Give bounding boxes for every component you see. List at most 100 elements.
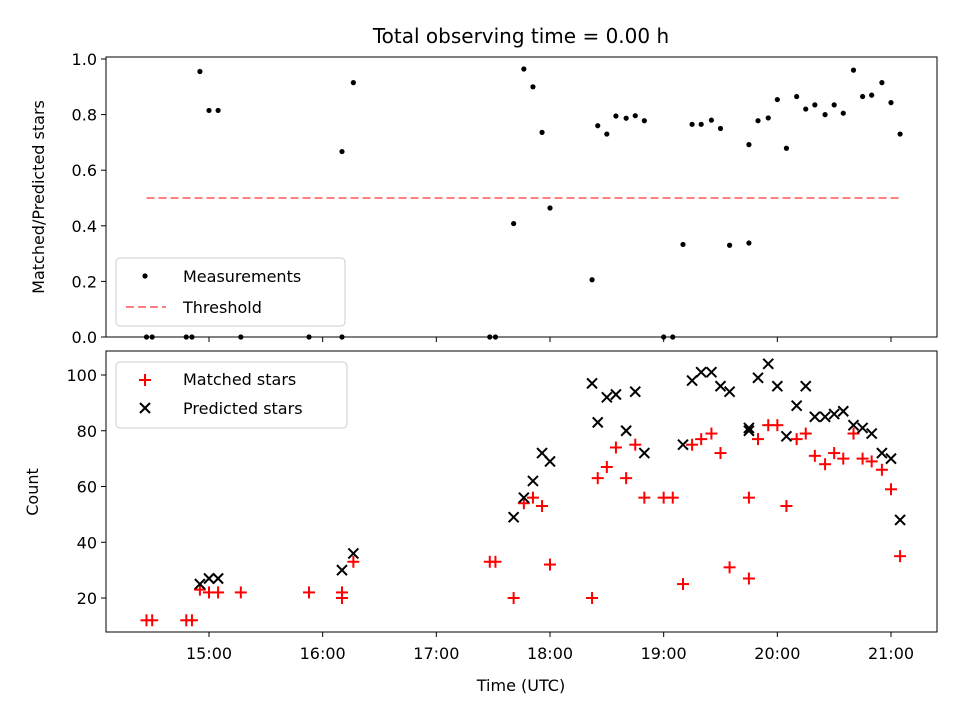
predicted-star-point: [837, 405, 849, 417]
top-y-tick-label: 0.8: [72, 106, 97, 125]
predicted-star-point: [885, 452, 897, 465]
measurement-point: [197, 68, 203, 75]
measurement-point: [521, 66, 527, 72]
bottom-axes-frame: [105, 350, 938, 633]
measurement-point: [755, 118, 761, 124]
measurement-point: [641, 118, 647, 124]
matched-star-point: [544, 558, 556, 571]
measurement-point: [869, 92, 875, 98]
top-y-tick-label: 0.6: [72, 161, 97, 180]
matched-star-point: [609, 441, 622, 454]
matched-star-point: [686, 438, 699, 451]
matched-star-point: [837, 452, 850, 465]
measurement-point: [879, 80, 885, 86]
predicted-star-point: [771, 380, 784, 392]
measurement-point: [350, 80, 356, 86]
predicted-star-point: [620, 425, 632, 437]
matched-star-point: [856, 452, 869, 465]
matched-star-point: [714, 447, 727, 460]
matched-star-point: [723, 561, 736, 574]
measurement-point: [812, 102, 818, 108]
top-y-tick-label: 0.4: [72, 217, 97, 236]
predicted-star-point: [347, 547, 360, 560]
predicted-star-point: [336, 564, 348, 576]
measurement-point: [840, 110, 846, 116]
bottom-x-tick-label: 15:00: [186, 644, 232, 663]
measurement-point: [215, 107, 221, 114]
matched-star-point: [489, 555, 502, 568]
matched-star-point: [819, 458, 832, 471]
bottom-y-tick-label: 80: [77, 422, 97, 441]
matched-star-point: [638, 491, 651, 504]
matched-star-point: [875, 463, 888, 476]
measurement-point: [831, 102, 837, 108]
predicted-star-point: [695, 366, 707, 378]
measurement-point: [623, 115, 629, 121]
bottom-panel: 15:00 16:00 17:00 18:00 19:00 20:00 21:00 20 40…: [23, 350, 938, 695]
matched-star-point: [234, 586, 247, 599]
predicted-star-point: [894, 514, 906, 526]
matched-star-point: [212, 586, 225, 599]
bottom-x-tick-label: 20:00: [754, 644, 800, 663]
top-x-ticks: [208, 337, 892, 342]
matched-star-point: [695, 433, 708, 446]
predicted-star-point: [592, 416, 604, 429]
predicted-star-point: [800, 380, 812, 392]
predicted-star-point: [790, 399, 803, 412]
predicted-star-point: [819, 411, 831, 423]
matched-star-point: [808, 449, 821, 462]
matched-star-point: [600, 460, 613, 473]
measurement-point: [783, 145, 790, 151]
predicted-star-point: [677, 438, 689, 451]
bottom-legend: Matched stars Predicted stars: [115, 361, 348, 429]
matched-star-point: [705, 427, 718, 440]
predicted-star-point: [723, 386, 736, 398]
predicted-star-point: [601, 391, 613, 404]
predicted-star-point: [212, 572, 224, 585]
measurement-point: [547, 205, 553, 211]
measurement-point: [746, 240, 752, 246]
matched-star-point: [591, 472, 604, 485]
predicted-star-point: [714, 380, 727, 392]
top-y-tick-label: 0.0: [72, 328, 97, 347]
measurement-point: [765, 115, 771, 121]
measurement-point: [794, 93, 800, 100]
matched-star-point: [780, 500, 793, 513]
measurement-point: [746, 142, 752, 148]
bottom-y-tick-label: 60: [77, 478, 97, 497]
legend-matched-marker: [139, 374, 151, 386]
matched-star-point: [828, 447, 841, 460]
bottom-x-tick-label: 18:00: [527, 644, 573, 663]
bottom-x-tick-label: 19:00: [641, 644, 687, 663]
measurement-point: [888, 100, 894, 106]
predicted-star-point: [762, 358, 774, 370]
measurement-point: [589, 277, 595, 283]
measurement-point: [595, 123, 601, 129]
predicted-star-point: [856, 422, 869, 434]
bottom-x-ticks: 15:00 16:00 17:00 18:00 19:00 20:00 21:00: [186, 632, 914, 663]
measurement-point: [803, 106, 809, 112]
predicted-star-point: [507, 511, 520, 523]
legend-matched-label: Matched stars: [183, 370, 296, 389]
predicted-star-point: [686, 374, 698, 387]
matched-star-point: [790, 433, 803, 446]
legend-measurements-marker: [142, 273, 148, 279]
measurement-point: [511, 220, 517, 227]
measurement-point: [897, 131, 903, 137]
measurement-point: [859, 93, 866, 100]
predicted-star-point: [828, 408, 840, 420]
predicted-star-point: [544, 455, 556, 468]
predicted-star-point: [638, 447, 651, 459]
top-panel: Total observing time = 0.00 h 0.00.20.40…: [29, 24, 938, 347]
matched-star-point: [335, 586, 348, 599]
predicted-star-point: [780, 430, 793, 443]
measurement-point: [850, 67, 857, 73]
predicted-star-point: [876, 447, 888, 459]
matched-star-point: [752, 433, 765, 446]
measurement-point: [717, 125, 724, 132]
predicted-star-point: [705, 366, 718, 378]
measurement-point: [698, 121, 704, 127]
measurement-point: [632, 113, 638, 119]
